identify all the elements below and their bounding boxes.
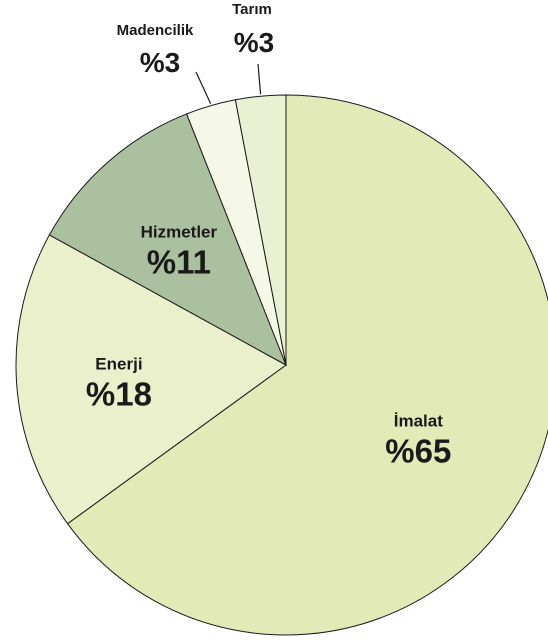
leader-line-tarim [257, 63, 262, 95]
slice-value-imalat: %65 [385, 432, 451, 469]
slice-name-hizmetler: Hizmetler [141, 222, 218, 241]
slice-value-madencilik: %3 [140, 47, 180, 78]
pie-slice-enerji [15, 234, 287, 525]
pie-slices [15, 94, 548, 636]
pie-slice-imalat [66, 94, 548, 636]
slice-value-tarim: %3 [234, 27, 274, 58]
slice-name-enerji: Enerji [95, 355, 142, 374]
pie-slice-hizmetler [48, 113, 287, 367]
pie-slice-tarim [234, 94, 287, 366]
slice-name-madencilik: Madencilik [117, 22, 194, 39]
slice-name-tarim: Tarım [232, 1, 272, 18]
slice-value-enerji: %18 [86, 376, 152, 413]
slice-name-imalat: İmalat [394, 411, 443, 430]
leader-line-madencilik [195, 71, 212, 104]
slice-value-hizmetler: %11 [147, 243, 211, 280]
leader-lines [195, 63, 262, 104]
slice-labels: İmalat %65 Enerji %18 Hizmetler %11 Madencilik… [86, 1, 451, 469]
